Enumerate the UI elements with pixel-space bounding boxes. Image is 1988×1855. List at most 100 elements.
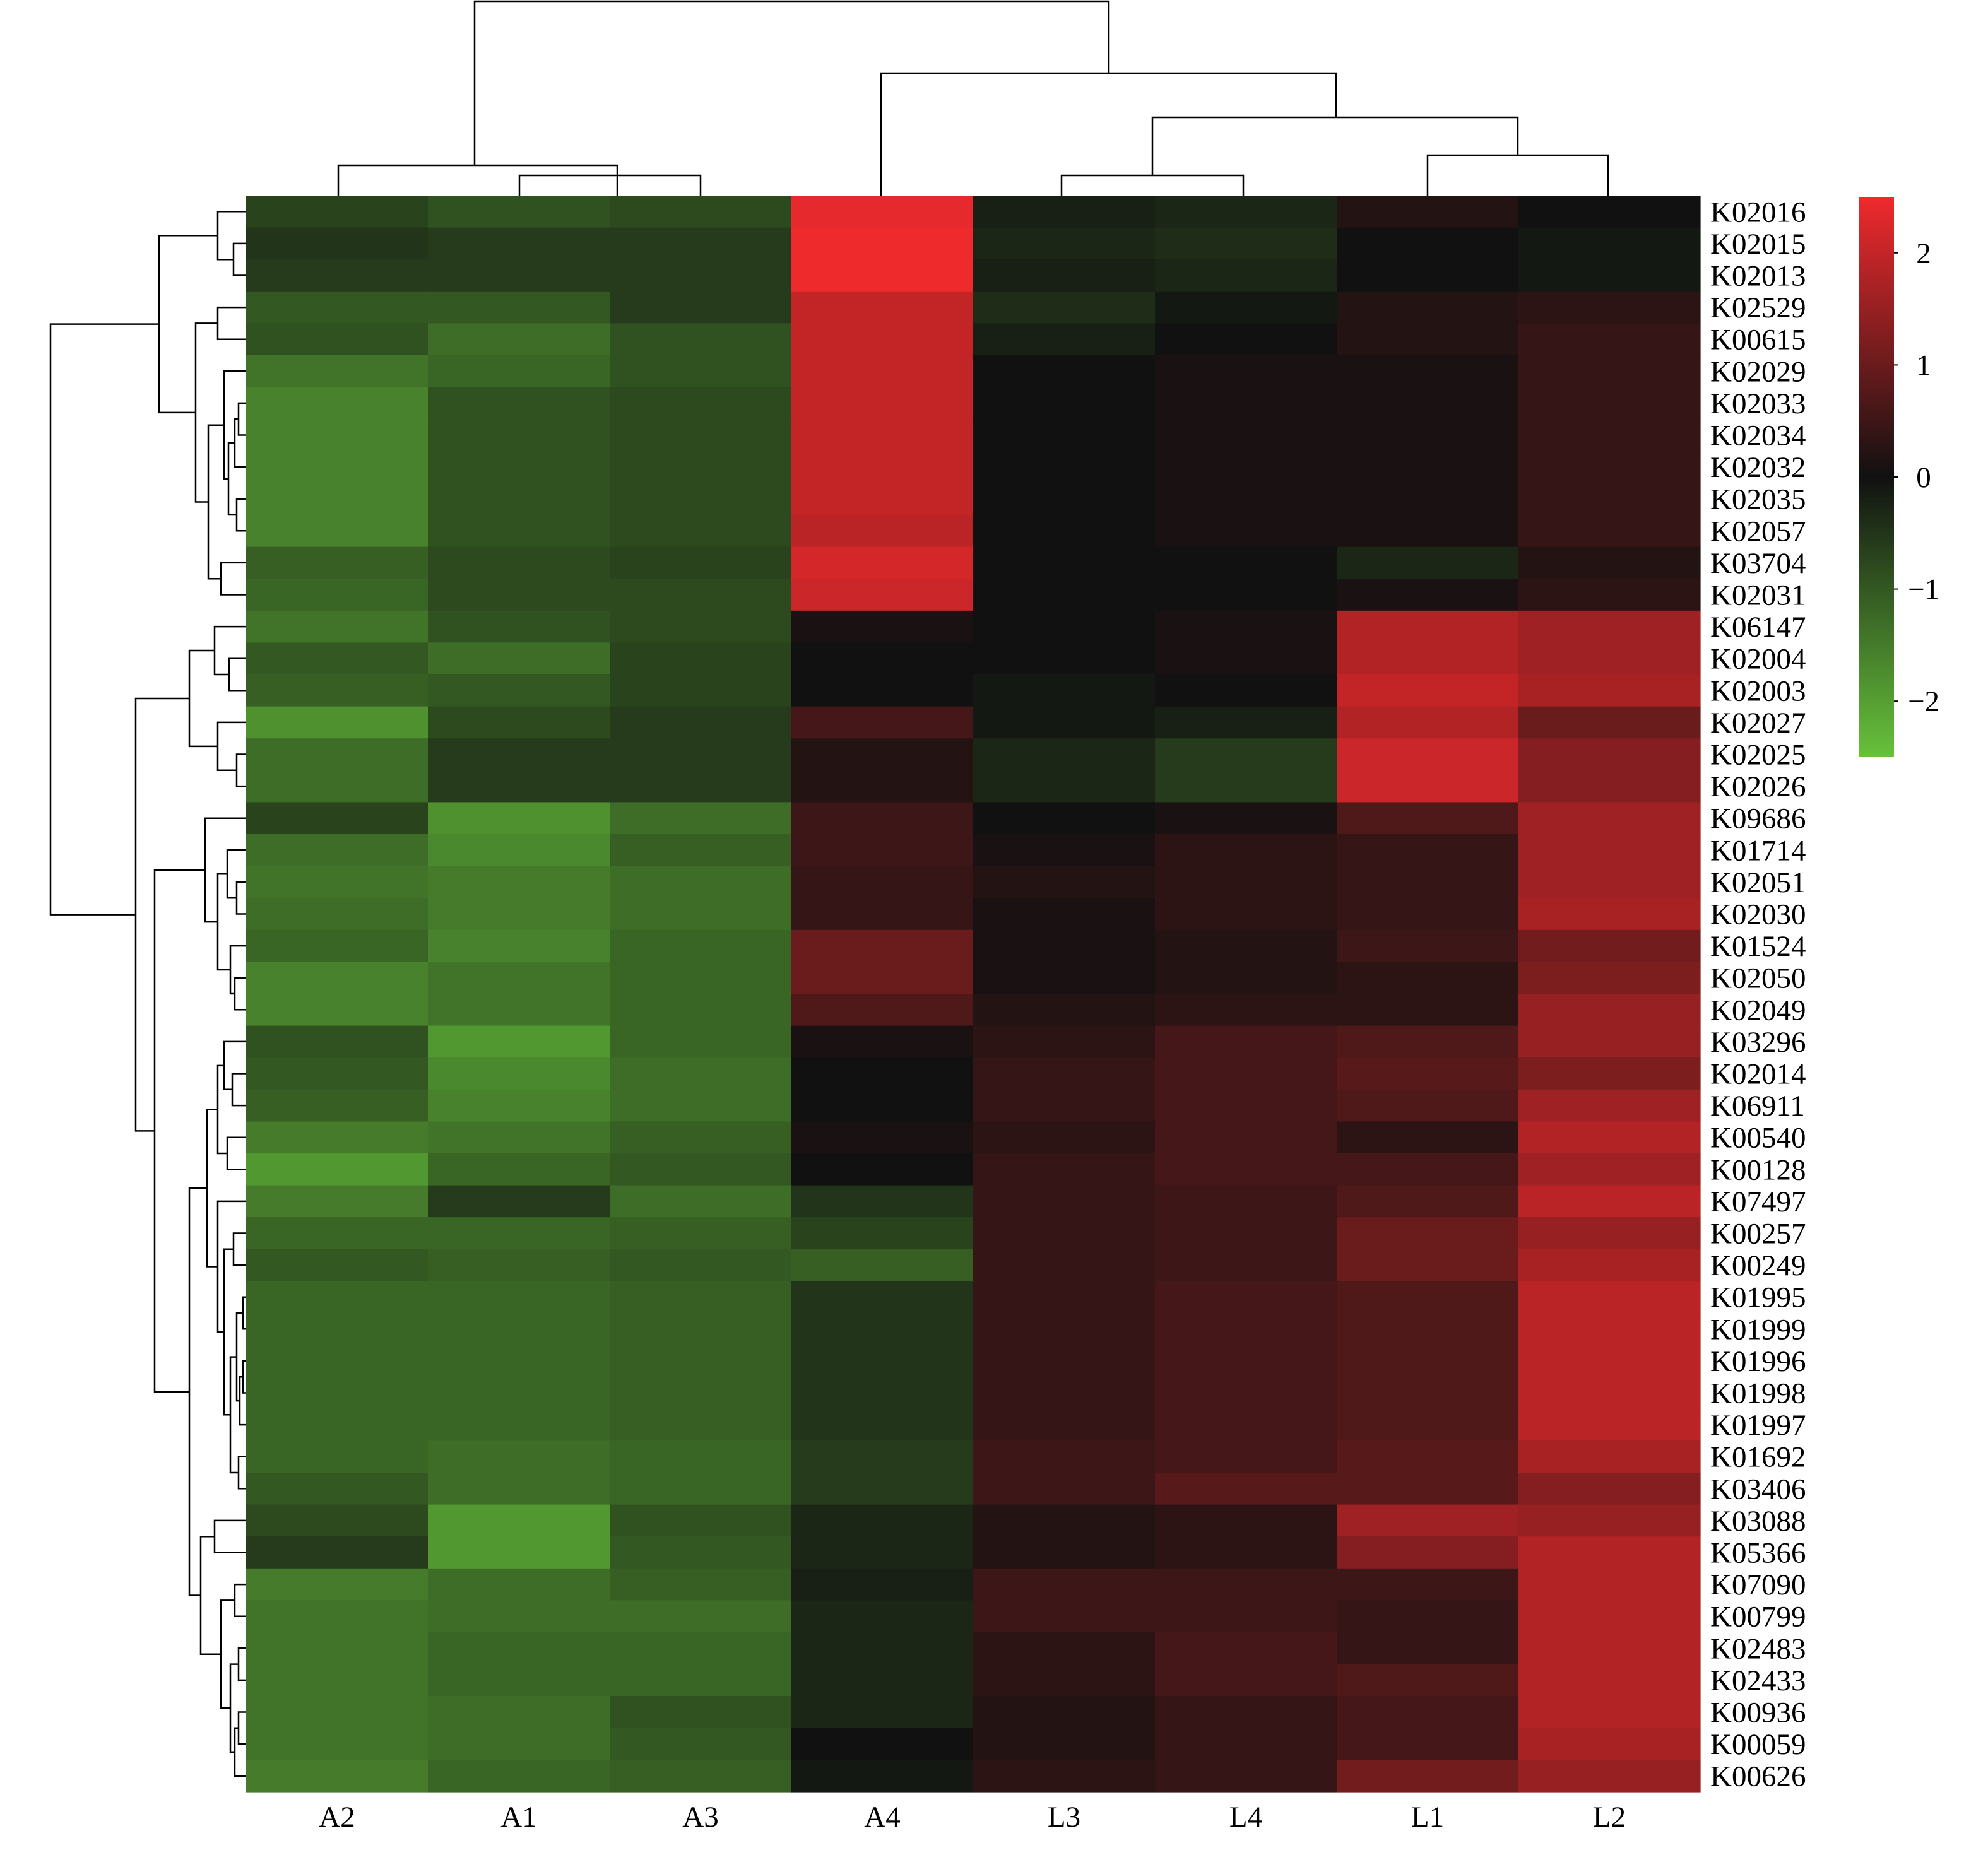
heatmap-cell	[973, 227, 1156, 260]
heatmap-cell	[1155, 1153, 1337, 1186]
heatmap-cell	[1518, 1696, 1701, 1729]
heatmap-cell	[1155, 770, 1337, 803]
heatmap-cell	[1518, 1536, 1701, 1569]
heatmap-cell	[610, 802, 792, 835]
column-label: A4	[864, 1801, 900, 1834]
heatmap-cell	[791, 1121, 974, 1154]
heatmap-cell	[1518, 1377, 1701, 1410]
heatmap-cell	[428, 1473, 610, 1505]
heatmap-cell	[246, 1345, 429, 1377]
heatmap-cell	[428, 227, 610, 260]
row-label: K00128	[1710, 1153, 1806, 1186]
heatmap-cell	[246, 1536, 429, 1569]
heatmap-cell	[973, 738, 1156, 771]
column-label: L1	[1411, 1801, 1444, 1834]
heatmap-cell	[246, 1249, 429, 1281]
heatmap-cell	[1155, 1408, 1337, 1441]
heatmap-cell	[1337, 642, 1519, 675]
heatmap-cell	[791, 610, 974, 643]
column-label: A3	[682, 1801, 718, 1834]
heatmap-cell	[1518, 866, 1701, 898]
heatmap-cell	[428, 1185, 610, 1218]
heatmap-cell	[791, 227, 974, 260]
heatmap-cell	[428, 1345, 610, 1377]
heatmap-cell	[1337, 1408, 1519, 1441]
heatmap-cell	[1518, 291, 1701, 324]
heatmap-cell	[1337, 674, 1519, 707]
heatmap-cell	[1337, 419, 1519, 452]
heatmap-cell	[1155, 1728, 1337, 1760]
heatmap-cell	[791, 1249, 974, 1281]
heatmap-cell	[428, 355, 610, 388]
heatmap-cell	[973, 196, 1156, 228]
colorbar-tick-label: −2	[1908, 685, 1939, 718]
heatmap-cell	[1518, 1345, 1701, 1377]
heatmap-cell	[610, 323, 792, 356]
heatmap-cell	[791, 1089, 974, 1122]
heatmap-cell	[610, 929, 792, 962]
heatmap-cell	[1155, 419, 1337, 452]
heatmap-cell	[791, 802, 974, 835]
row-label: K07090	[1710, 1569, 1806, 1601]
heatmap-cell	[246, 994, 429, 1027]
heatmap-cell	[610, 1760, 792, 1793]
heatmap-cell	[610, 1473, 792, 1505]
heatmap-cell	[610, 1504, 792, 1537]
heatmap-cell	[610, 834, 792, 867]
heatmap-cell	[791, 1057, 974, 1090]
heatmap-cell	[1155, 1025, 1337, 1058]
heatmap-cell	[1518, 994, 1701, 1027]
heatmap-cell	[1155, 1377, 1337, 1410]
heatmap-cell	[791, 1313, 974, 1346]
heatmap-cell	[973, 1408, 1156, 1441]
heatmap-cell	[791, 706, 974, 739]
colorbar-tick-label: −1	[1908, 574, 1939, 606]
heatmap-cell	[246, 642, 429, 675]
heatmap-cell	[791, 196, 974, 228]
heatmap-cell	[428, 450, 610, 483]
heatmap-cell	[428, 419, 610, 452]
row-dendrogram	[49, 211, 246, 1777]
heatmap-cell	[1337, 1696, 1519, 1729]
heatmap-cell	[1337, 579, 1519, 611]
heatmap-cell	[1337, 1760, 1519, 1793]
heatmap-cell	[1337, 738, 1519, 771]
row-label: K02014	[1710, 1058, 1806, 1091]
heatmap-cell	[610, 515, 792, 548]
heatmap-cell	[1337, 196, 1519, 228]
heatmap-cell	[1155, 1760, 1337, 1793]
heatmap-cell	[1155, 1473, 1337, 1505]
heatmap-cell	[973, 770, 1156, 803]
heatmap-cell	[610, 1440, 792, 1473]
row-label: K02483	[1710, 1632, 1806, 1665]
heatmap-cell	[973, 706, 1156, 739]
heatmap-cell	[1337, 1473, 1519, 1505]
heatmap-cell	[1518, 1153, 1701, 1186]
heatmap-cell	[610, 706, 792, 739]
heatmap-cell	[610, 898, 792, 931]
heatmap-cell	[610, 1696, 792, 1729]
heatmap-cell	[610, 994, 792, 1027]
heatmap-cell	[246, 1664, 429, 1697]
heatmap-cell	[246, 1121, 429, 1154]
heatmap-cell	[246, 929, 429, 962]
heatmap-cell	[428, 579, 610, 611]
heatmap-cell	[1518, 323, 1701, 356]
heatmap-cell	[791, 1600, 974, 1633]
heatmap-cell	[1337, 1057, 1519, 1090]
heatmap-cell	[246, 1440, 429, 1473]
heatmap-cell	[610, 1728, 792, 1760]
heatmap-cell	[1518, 1504, 1701, 1537]
heatmap-cell	[1155, 387, 1337, 420]
heatmap-cell	[610, 738, 792, 771]
row-label: K00059	[1710, 1728, 1806, 1761]
heatmap-cell	[1518, 579, 1701, 611]
row-label: K02016	[1710, 196, 1806, 228]
heatmap-cell	[246, 1057, 429, 1090]
heatmap-cell	[1337, 1440, 1519, 1473]
heatmap-cell	[246, 1025, 429, 1058]
heatmap-cell	[1518, 834, 1701, 867]
heatmap-cell	[973, 1473, 1156, 1505]
heatmap-cell	[610, 355, 792, 388]
